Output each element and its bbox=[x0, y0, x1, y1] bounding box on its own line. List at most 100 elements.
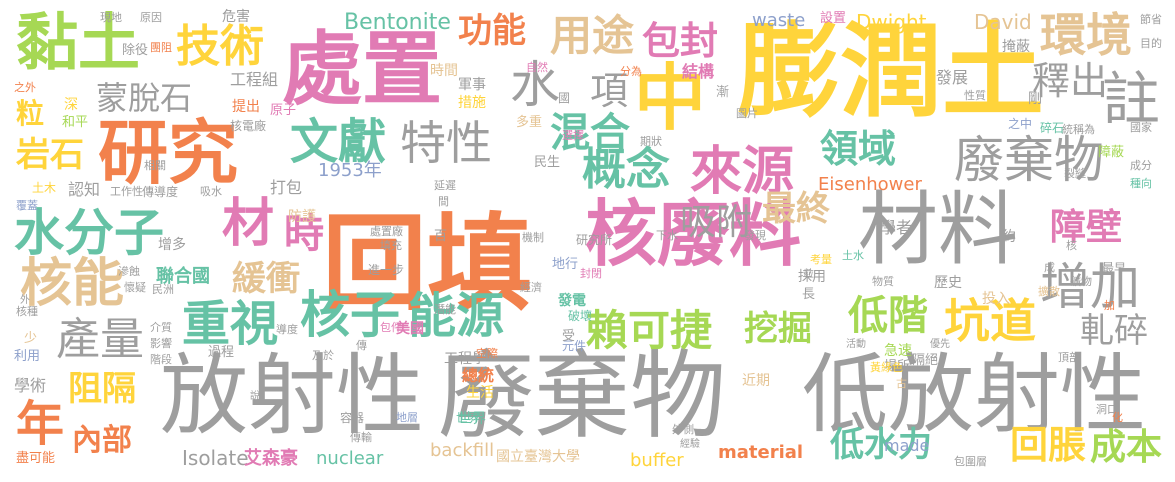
word: 空際 bbox=[476, 347, 498, 360]
word: 之中 bbox=[1008, 117, 1033, 131]
word: 概念 bbox=[582, 144, 670, 195]
word: 擴散 bbox=[1038, 285, 1060, 298]
word: 來源 bbox=[690, 142, 795, 202]
word: 核子 bbox=[300, 286, 400, 344]
word: 賴可捷 bbox=[586, 306, 713, 355]
word: 傳 bbox=[356, 339, 367, 352]
word: 分為 bbox=[620, 65, 642, 78]
word: 採用 bbox=[798, 269, 826, 285]
word: 封閉 bbox=[580, 267, 602, 280]
word: 項 bbox=[590, 69, 629, 113]
word: 包圍層 bbox=[954, 455, 987, 468]
word: 潛能 bbox=[434, 303, 456, 316]
word: 破壞 bbox=[568, 309, 593, 323]
word: 粒 bbox=[804, 269, 814, 280]
word: 盡可能 bbox=[16, 451, 56, 466]
word: 外 bbox=[20, 295, 30, 306]
word: 世界 bbox=[458, 411, 486, 427]
word: 增加 bbox=[1040, 258, 1140, 316]
word: 增多 bbox=[158, 237, 186, 253]
word: 吸水 bbox=[200, 185, 222, 198]
word: 多重 bbox=[516, 115, 543, 130]
word: 裂縫 bbox=[1064, 167, 1086, 180]
word: 文獻 bbox=[290, 114, 387, 170]
word: 和平 bbox=[62, 115, 89, 130]
word: 核電廠 bbox=[230, 119, 267, 133]
word: 註 bbox=[1102, 65, 1161, 133]
word: 成 bbox=[1044, 261, 1055, 274]
word: 受 bbox=[562, 329, 576, 344]
word: 聯合國 bbox=[156, 266, 210, 287]
word: 工程組 bbox=[230, 70, 279, 89]
word: 低階 bbox=[848, 293, 928, 339]
word: 領域 bbox=[820, 127, 897, 171]
word: 岩石 bbox=[16, 135, 84, 175]
word: 選擇 bbox=[562, 129, 584, 142]
word: 少 bbox=[24, 331, 38, 346]
word: Dwight bbox=[856, 10, 927, 34]
word: 剛 bbox=[1028, 91, 1042, 107]
word: 影響 bbox=[150, 337, 172, 350]
word: 提出 bbox=[232, 99, 260, 115]
word: 打包 bbox=[270, 178, 303, 197]
word: 及於 bbox=[312, 349, 334, 362]
word: David bbox=[974, 10, 1032, 34]
word: 發現 bbox=[744, 229, 766, 242]
word: 環境 bbox=[1040, 8, 1132, 62]
word: 填充 bbox=[380, 239, 402, 252]
word: 進一步 bbox=[368, 263, 405, 277]
word: 隔絕 bbox=[912, 353, 939, 368]
word: 吸附 bbox=[680, 202, 753, 243]
word: 經驗 bbox=[680, 439, 700, 450]
word: 1953年 bbox=[318, 160, 382, 181]
word: 洞口 bbox=[1096, 403, 1118, 416]
word: 約 bbox=[1002, 229, 1016, 245]
word: 軋碎 bbox=[1080, 311, 1148, 351]
word: 歷史 bbox=[934, 275, 962, 291]
word: 活動 bbox=[846, 339, 866, 350]
word: waste bbox=[752, 10, 806, 31]
word: 措施 bbox=[458, 95, 486, 111]
word: 水 bbox=[510, 56, 560, 114]
word: 技術 bbox=[176, 21, 264, 72]
word: 總統 bbox=[462, 366, 495, 385]
word: 危害 bbox=[222, 9, 250, 25]
word: 礦物 bbox=[1070, 275, 1092, 288]
word: 節省 bbox=[1140, 13, 1162, 26]
word: 碎石 bbox=[1040, 121, 1065, 135]
word: 原因 bbox=[140, 11, 162, 24]
word: 年 bbox=[16, 396, 65, 452]
word: 說 bbox=[250, 391, 260, 402]
word: 時 bbox=[284, 211, 324, 257]
word: 原子 bbox=[270, 103, 297, 118]
word: 學者 bbox=[880, 218, 913, 237]
word: 水分子 bbox=[14, 204, 164, 262]
word: 回脹 bbox=[1010, 423, 1087, 467]
word: 機制 bbox=[522, 231, 544, 244]
word: 土木 bbox=[32, 181, 57, 195]
word: 覆蓋 bbox=[16, 199, 38, 212]
word: 物質 bbox=[872, 275, 894, 288]
word: 團阻 bbox=[150, 41, 172, 54]
word: material bbox=[718, 442, 804, 463]
word: 核 bbox=[1066, 239, 1077, 252]
word: 坑道 bbox=[944, 294, 1036, 348]
word: 發電 bbox=[558, 293, 586, 309]
word: 化 bbox=[1112, 411, 1123, 424]
word: 之外 bbox=[14, 81, 36, 94]
word: 回填 bbox=[322, 203, 533, 325]
word: 核能 bbox=[20, 254, 125, 314]
word: 障蔽 bbox=[1098, 145, 1125, 160]
word: 用途 bbox=[550, 11, 635, 60]
word: 掩蔽 bbox=[1002, 39, 1030, 55]
word: 階段 bbox=[150, 353, 172, 366]
word: 急速 bbox=[884, 343, 912, 359]
word: 能源 bbox=[408, 288, 505, 344]
word: 地層 bbox=[396, 411, 418, 424]
word: 世界 bbox=[456, 411, 481, 425]
word: 挖掘 bbox=[744, 309, 812, 349]
word: 低放射性 bbox=[802, 345, 1146, 445]
word: 外側 bbox=[672, 423, 694, 436]
word: 相關 bbox=[144, 159, 166, 172]
word: Isolate bbox=[182, 446, 249, 470]
